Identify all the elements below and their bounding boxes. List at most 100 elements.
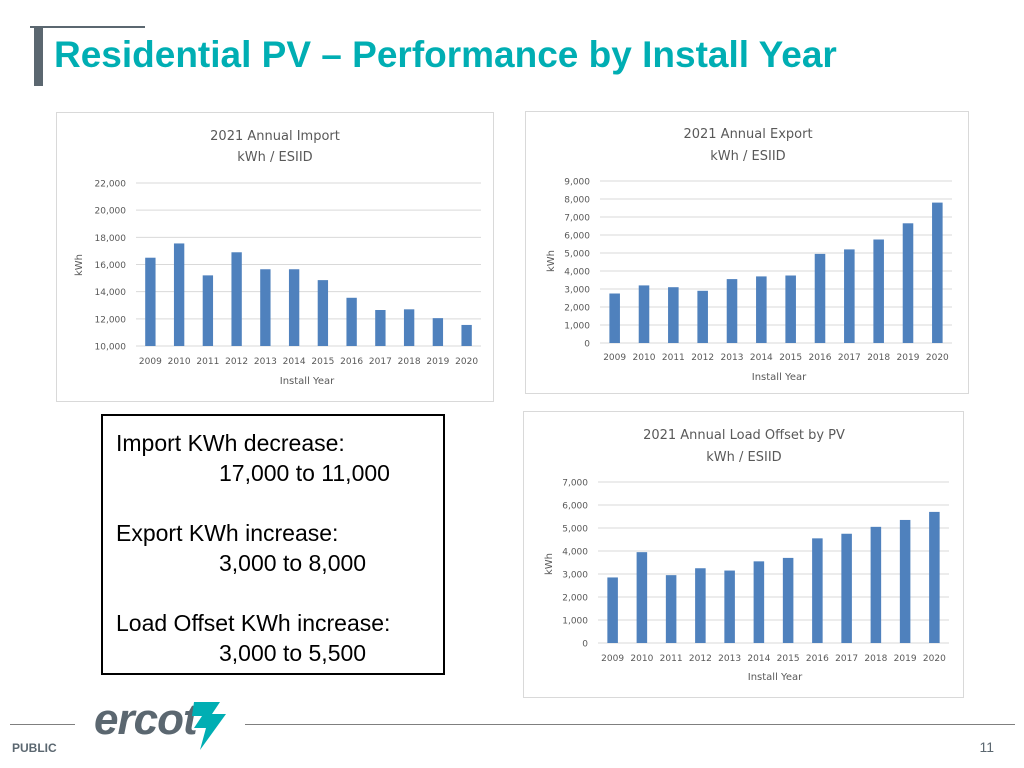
y-tick-label: 0	[584, 340, 590, 350]
x-tick-label: 2011	[196, 357, 219, 367]
bar-2014	[756, 276, 767, 343]
x-tick-label: 2014	[283, 357, 306, 367]
classification-label: PUBLIC	[12, 741, 57, 755]
bar-2014	[288, 269, 300, 346]
bar-2013	[724, 570, 735, 643]
y-tick-label: 2,000	[562, 594, 588, 604]
bar-2010	[638, 285, 650, 343]
import-range: 17,000 to 11,000	[219, 460, 390, 486]
x-tick-label: 2017	[838, 353, 861, 363]
x-tick-label: 2018	[398, 357, 421, 367]
y-tick-label: 20,000	[95, 207, 127, 217]
bar-2013	[726, 279, 738, 343]
load-offset-chart: 2021 Annual Load Offset by PV kWh / ESII…	[523, 411, 964, 698]
bar-2017	[375, 310, 386, 346]
chart-subtitle: kWh / ESIID	[706, 450, 781, 465]
footer-divider-left	[10, 724, 75, 725]
import-chart: 2021 Annual Import kWh / ESIID 10,000 12,…	[56, 112, 494, 402]
x-tick-label: 2012	[691, 353, 714, 363]
bar-2011	[668, 287, 679, 343]
offset-heading: Load Offset KWh increase:	[116, 610, 391, 636]
bar-2015	[782, 557, 794, 643]
footer-divider-right	[245, 724, 1015, 725]
x-tick-label: 2015	[777, 654, 800, 664]
bar-2018	[870, 526, 882, 643]
bar-2009	[145, 257, 156, 346]
y-tick-label: 1,000	[564, 322, 590, 332]
summary-note-box: Import KWh decrease: 17,000 to 11,000 Ex…	[101, 414, 445, 675]
x-tick-label: 2014	[750, 353, 773, 363]
x-tick-label: 2016	[809, 353, 832, 363]
chart-title: 2021 Annual Export	[683, 127, 812, 142]
x-tick-label: 2009	[603, 353, 626, 363]
bar-2011	[665, 575, 677, 643]
bar-2013	[260, 269, 271, 346]
x-tick-label: 2017	[835, 654, 858, 664]
bar-2020	[932, 202, 943, 343]
page-number: 11	[979, 739, 994, 755]
y-tick-label: 14,000	[95, 288, 127, 298]
x-axis-label: Install Year	[280, 376, 335, 387]
chart-title: 2021 Annual Import	[210, 129, 340, 144]
bar-2010	[636, 552, 648, 643]
title-accent-line	[30, 26, 145, 28]
logo-wordmark: ercot	[94, 695, 198, 744]
chart-subtitle: kWh / ESIID	[237, 150, 312, 165]
y-tick-label: 22,000	[95, 180, 127, 190]
bar-2016	[814, 253, 826, 343]
bar-2009	[609, 293, 620, 343]
y-tick-label: 7,000	[564, 214, 590, 224]
x-tick-label: 2016	[340, 357, 363, 367]
y-tick-label: 6,000	[564, 232, 590, 242]
x-tick-label: 2012	[225, 357, 248, 367]
y-tick-label: 9,000	[564, 178, 590, 188]
bar-2015	[785, 275, 796, 343]
x-tick-label: 2013	[718, 654, 741, 664]
x-tick-label: 2013	[721, 353, 744, 363]
y-tick-label: 8,000	[564, 196, 590, 206]
x-tick-label: 2009	[139, 357, 162, 367]
y-tick-label: 6,000	[562, 502, 588, 512]
x-tick-label: 2018	[864, 654, 887, 664]
bar-2012	[695, 568, 706, 643]
y-tick-label: 3,000	[562, 571, 588, 581]
x-tick-label: 2020	[926, 353, 949, 363]
bar-2017	[844, 249, 855, 343]
x-tick-label: 2015	[311, 357, 334, 367]
x-tick-label: 2010	[168, 357, 191, 367]
export-chart: 2021 Annual Export kWh / ESIID 0 1,000 2,0…	[525, 111, 969, 394]
x-tick-label: 2019	[897, 353, 920, 363]
x-tick-label: 2015	[779, 353, 802, 363]
bar-2019	[902, 223, 914, 343]
y-axis-label: kWh	[74, 254, 85, 276]
y-tick-label: 3,000	[564, 286, 590, 296]
bar-2019	[432, 318, 444, 346]
y-tick-label: 5,000	[562, 525, 588, 535]
y-tick-label: 2,000	[564, 304, 590, 314]
x-axis-label: Install Year	[748, 672, 803, 683]
x-tick-label: 2009	[601, 654, 624, 664]
y-axis-label: kWh	[546, 250, 557, 272]
bar-2009	[607, 577, 618, 643]
chart-title: 2021 Annual Load Offset by PV	[643, 428, 845, 443]
chart-subtitle: kWh / ESIID	[710, 149, 785, 164]
bar-2016	[346, 297, 357, 346]
x-tick-label: 2016	[806, 654, 829, 664]
y-tick-label: 4,000	[564, 268, 590, 278]
x-tick-label: 2011	[662, 353, 685, 363]
load-offset-chart-svg: 2021 Annual Load Offset by PV kWh / ESII…	[544, 428, 949, 683]
x-tick-label: 2013	[254, 357, 277, 367]
export-heading: Export KWh increase:	[116, 520, 339, 546]
y-tick-label: 5,000	[564, 250, 590, 260]
bar-2015	[317, 280, 329, 346]
y-tick-label: 10,000	[95, 343, 127, 353]
bar-2016	[812, 538, 823, 643]
x-tick-label: 2019	[894, 654, 917, 664]
x-axis-label: Install Year	[752, 372, 807, 383]
ercot-logo: ercot	[84, 694, 244, 754]
y-tick-label: 7,000	[562, 479, 588, 489]
x-tick-label: 2012	[689, 654, 712, 664]
lightning-star-icon	[192, 702, 226, 750]
x-tick-label: 2020	[923, 654, 946, 664]
import-heading: Import KWh decrease:	[116, 430, 345, 456]
